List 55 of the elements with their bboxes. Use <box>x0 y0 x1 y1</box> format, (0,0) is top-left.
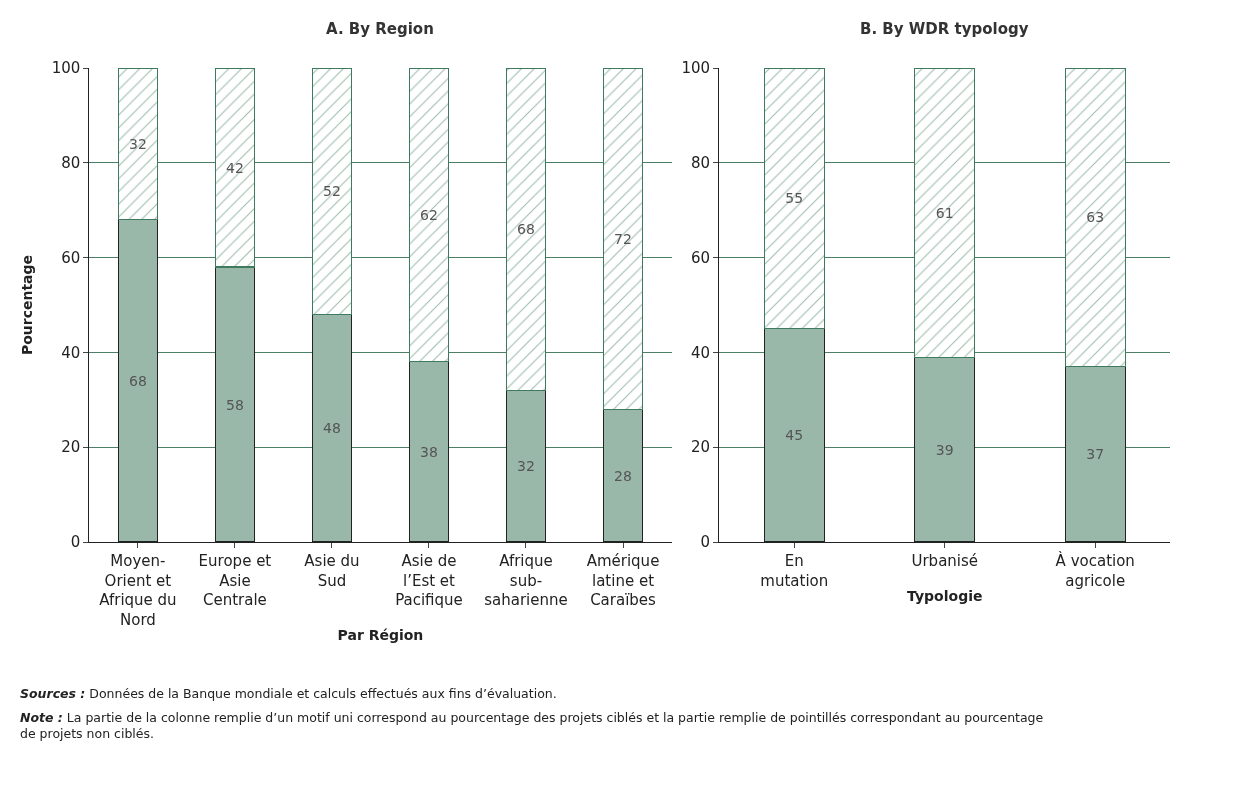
x-tick-label: Moyen-Orient et Afrique du Nord <box>99 552 177 629</box>
bar <box>1064 68 1126 368</box>
chart-title: A. By Region <box>326 20 434 38</box>
data-label: 68 <box>129 372 147 389</box>
bar <box>311 68 352 316</box>
y-tick-label: 80 <box>61 154 81 173</box>
y-tick-label: 40 <box>690 343 711 362</box>
data-label: 28 <box>614 467 632 484</box>
x-tick-label: Asie du Sud <box>304 552 360 590</box>
x-tick-label: Europe et Asie Centrale <box>198 552 272 609</box>
source-note: Sources : Données de la Banque mondiale et calculs effectués aux fins d’évaluation. <box>20 686 557 701</box>
bar <box>214 68 255 268</box>
x-tick-label: Amérique latine et Caraïbes <box>586 552 660 609</box>
y-tick-label: 100 <box>681 59 711 78</box>
data-label: 32 <box>517 458 535 475</box>
chart-title: B. By WDR typology <box>860 20 1029 38</box>
bar <box>914 68 976 358</box>
y-tick-label: 20 <box>61 438 81 457</box>
data-label: 37 <box>1086 446 1105 463</box>
data-label: 61 <box>935 204 954 221</box>
x-axis-title: Par Région <box>337 626 424 643</box>
y-tick-label: 80 <box>690 154 711 173</box>
y-tick-label: 40 <box>61 343 81 362</box>
bar <box>603 68 644 410</box>
x-tick-label: À vocation agricole <box>1055 551 1135 590</box>
y-tick-label: 100 <box>51 59 81 78</box>
y-tick-label: 0 <box>700 533 711 552</box>
data-label: 45 <box>785 427 804 444</box>
x-tick-label: Asie de l’Est et Pacifique <box>395 552 463 609</box>
y-tick-label: 60 <box>61 248 81 267</box>
data-label: 52 <box>323 183 341 200</box>
y-tick-label: 60 <box>690 248 711 267</box>
bar <box>117 68 158 221</box>
data-label: 48 <box>323 420 341 437</box>
data-label: 42 <box>226 159 244 176</box>
data-label: 68 <box>517 221 535 238</box>
data-label: 62 <box>420 206 438 223</box>
text: Note : La partie de la colonne remplie d’un motif uni correspond au pourcentage des projets ciblés et la partie remplie de pointillés correspondant au pourcentage de projets non ciblés. <box>20 710 1044 742</box>
data-label: 55 <box>785 190 804 207</box>
x-axis-title: Typologie <box>907 587 983 604</box>
y-axis-title: Pourcentage <box>19 254 36 356</box>
data-label: 58 <box>226 396 244 413</box>
data-label: 38 <box>420 443 438 460</box>
x-tick-label: Urbanisé <box>911 552 979 570</box>
data-label: 39 <box>935 441 954 458</box>
data-label: 63 <box>1086 209 1105 226</box>
x-tick-label: En mutation <box>760 552 829 590</box>
data-label: 72 <box>614 230 632 247</box>
bar <box>505 68 546 391</box>
y-tick-label: 20 <box>690 438 711 457</box>
data-label: 32 <box>129 135 147 152</box>
y-tick-label: 0 <box>70 533 81 552</box>
bar <box>408 68 449 363</box>
bar <box>763 68 825 330</box>
x-tick-label: Afrique sub-saharienne <box>484 552 568 609</box>
